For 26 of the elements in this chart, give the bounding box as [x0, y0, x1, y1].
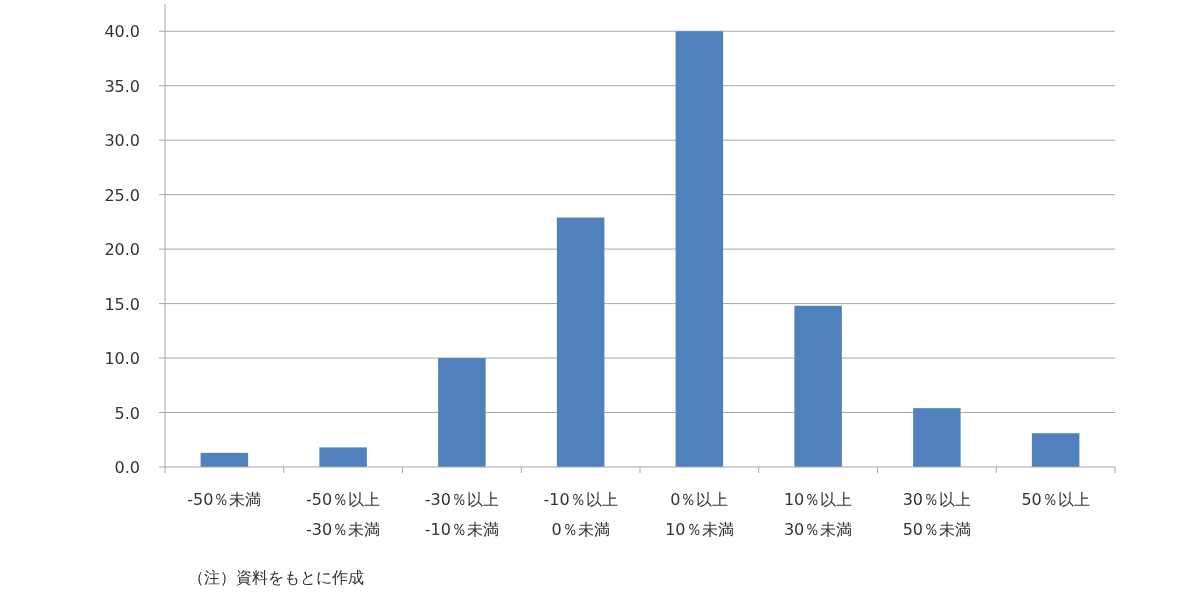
bar: [438, 358, 486, 467]
x-tick-label: 30％以上 50％未満: [902, 490, 972, 539]
bar: [200, 452, 249, 467]
bar: [1031, 433, 1080, 467]
x-tick-label: 0％以上 10％未満: [665, 490, 734, 539]
bar: [794, 305, 842, 467]
y-tick-label: 15.0: [104, 294, 140, 314]
y-tick-label: 10.0: [104, 349, 140, 369]
x-tick-label: 50％以上: [1021, 490, 1090, 509]
bar: [913, 408, 961, 467]
x-tick-label: -10％以上 0％未満: [543, 490, 618, 539]
bar: [319, 447, 367, 467]
y-tick-label: 0.0: [114, 458, 140, 477]
bar: [675, 31, 724, 467]
y-tick-label: 35.0: [104, 76, 140, 96]
bar: [556, 217, 605, 467]
y-tick-label: 30.0: [104, 131, 140, 151]
x-tick-label: 10％以上 30％未満: [783, 490, 853, 539]
y-tick-label: 25.0: [104, 185, 140, 205]
text: （注）資料をもとに作成: [188, 568, 364, 587]
x-tick-label: -30％以上 -10％未満: [424, 490, 499, 539]
y-tick-label: 5.0: [114, 403, 140, 423]
y-tick-label: 20.0: [104, 240, 140, 260]
x-tick-label: -50％以上 -30％未満: [306, 490, 381, 539]
y-tick-label: 40.0: [104, 22, 140, 42]
x-tick-label: -50％未満: [187, 490, 262, 509]
